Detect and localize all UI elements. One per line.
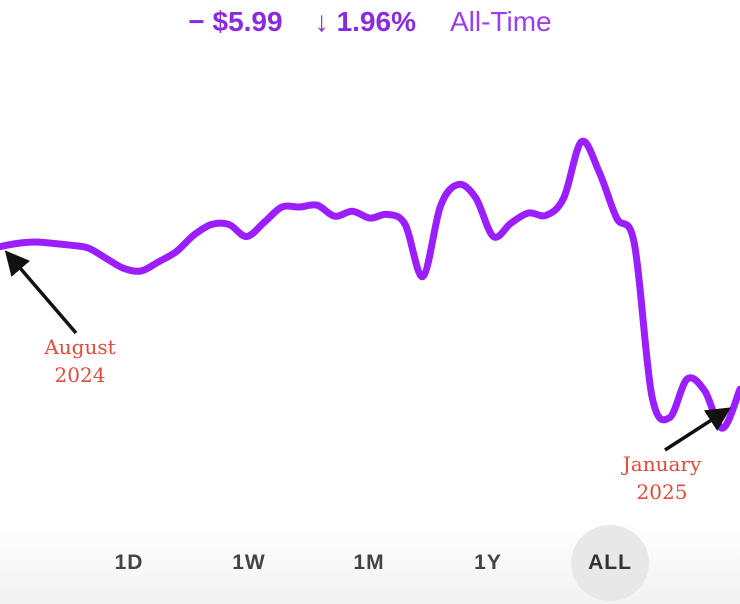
price-change: − $5.99 <box>188 6 283 37</box>
range-selector: 1D 1W 1M 1Y ALL <box>0 522 740 604</box>
start-month: August <box>44 335 116 359</box>
period-label: All-Time <box>449 6 552 37</box>
price-chart <box>0 137 740 452</box>
range-1y-button[interactable]: 1Y <box>474 551 502 574</box>
end-month: January <box>622 452 702 476</box>
end-date-annotation: January 2025 <box>606 450 718 506</box>
end-arrow <box>664 407 732 452</box>
range-1m-button[interactable]: 1M <box>353 551 385 574</box>
performance-header: − $5.99 ↓ 1.96% All-Time <box>0 0 740 44</box>
price-line <box>0 137 740 432</box>
start-date-annotation: August 2024 <box>30 333 130 389</box>
range-1w-button[interactable]: 1W <box>232 551 266 574</box>
down-arrow-icon: ↓ <box>314 6 329 37</box>
start-year: 2024 <box>54 363 106 387</box>
end-year: 2025 <box>636 480 688 504</box>
percent-change: 1.96% <box>336 6 416 37</box>
range-all-button[interactable]: ALL <box>571 525 649 601</box>
start-arrow <box>4 250 78 335</box>
range-1d-button[interactable]: 1D <box>114 551 144 574</box>
